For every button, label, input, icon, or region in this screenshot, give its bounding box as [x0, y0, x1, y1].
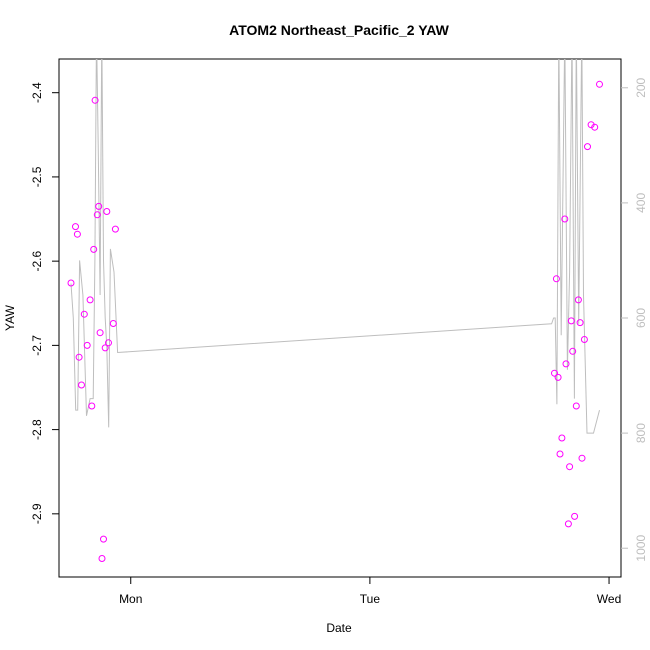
- y-axis-right: 200 400 600 800 1000: [621, 77, 648, 562]
- yaw-point: [554, 373, 562, 381]
- yaw-point: [558, 434, 566, 442]
- right-y-tick-label: 200: [634, 77, 648, 97]
- yaw-point: [562, 360, 570, 368]
- right-y-tick-label: 800: [634, 423, 648, 443]
- yaw-point: [78, 381, 85, 389]
- plot-area: [67, 59, 603, 562]
- y-tick-label: -2.6: [30, 250, 44, 271]
- yaw-point: [556, 450, 564, 458]
- yaw-point: [564, 520, 572, 528]
- yaw-point: [571, 512, 579, 520]
- x-tick-label: Tue: [360, 592, 381, 606]
- yaw-point: [567, 317, 575, 325]
- y-axis-label: YAW: [3, 304, 17, 331]
- yaw-point: [551, 369, 558, 377]
- yaw-point: [91, 96, 99, 104]
- yaw-point: [80, 310, 88, 318]
- yaw-point: [73, 230, 81, 238]
- y-tick-label: -2.8: [30, 419, 44, 440]
- right-y-tick-label: 400: [634, 193, 648, 213]
- x-tick-label: Wed: [597, 592, 621, 606]
- yaw-point: [576, 319, 584, 327]
- yaw-point: [591, 123, 599, 131]
- depth-series-line: [70, 59, 600, 434]
- y-tick-label: -2.9: [30, 503, 44, 524]
- yaw-point: [95, 202, 103, 210]
- yaw-point: [574, 296, 582, 304]
- yaw-point: [580, 336, 588, 343]
- y-axis-left: -2.9 -2.8 -2.7 -2.6 -2.5 -2.4: [30, 82, 59, 524]
- yaw-point: [105, 339, 112, 347]
- x-axis: Mon Tue Wed: [119, 577, 621, 606]
- yaw-point: [566, 463, 574, 471]
- plot-frame: [58, 58, 622, 578]
- yaw-point: [100, 535, 107, 543]
- yaw-point: [75, 353, 83, 361]
- yaw-point: [90, 245, 98, 253]
- yaw-point: [596, 80, 603, 88]
- yaw-point: [572, 402, 580, 410]
- yaw-point: [584, 143, 591, 151]
- yaw-point: [111, 225, 119, 233]
- yaw-point: [578, 454, 586, 462]
- y-tick-label: -2.5: [30, 166, 44, 187]
- chart-title: ATOM2 Northeast_Pacific_2 YAW: [229, 22, 449, 38]
- y-tick-label: -2.7: [30, 335, 44, 356]
- yaw-point: [109, 320, 117, 327]
- yaw-point: [569, 347, 577, 355]
- yaw-points: [67, 80, 603, 562]
- yaw-point: [67, 279, 75, 287]
- yaw-point: [72, 223, 79, 231]
- yaw-point: [93, 211, 101, 219]
- yaw-point: [96, 329, 104, 337]
- x-tick-label: Mon: [119, 592, 142, 606]
- yaw-point: [101, 344, 109, 352]
- yaw-point: [98, 555, 106, 562]
- x-axis-label: Date: [326, 621, 352, 635]
- yaw-point: [103, 208, 111, 215]
- yaw-point: [88, 402, 96, 410]
- yaw-point: [86, 296, 94, 304]
- right-y-tick-label: 600: [634, 308, 648, 328]
- right-y-tick-label: 1000: [634, 535, 648, 562]
- y-tick-label: -2.4: [30, 82, 44, 103]
- yaw-point: [83, 341, 91, 349]
- yaw-point: [552, 275, 560, 283]
- yaw-point: [561, 215, 569, 223]
